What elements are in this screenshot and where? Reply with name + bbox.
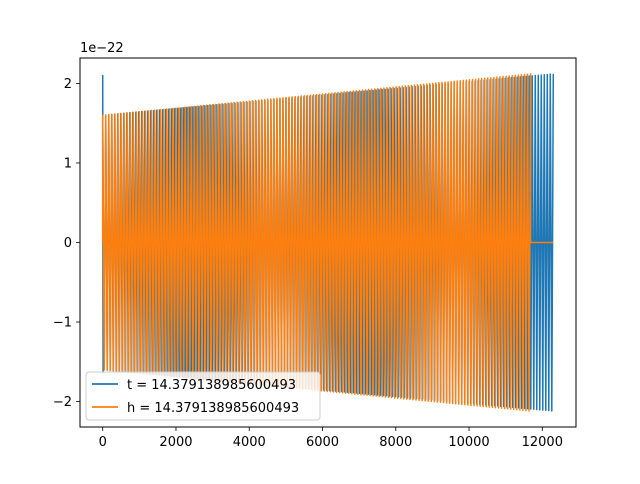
legend-label-h: h = 14.379138985600493 (127, 401, 299, 416)
legend-label-t: t = 14.379138985600493 (127, 378, 296, 393)
x-tick-label: 12000 (522, 435, 563, 450)
x-tick-label: 2000 (159, 435, 192, 450)
y-tick-label: −2 (53, 395, 72, 410)
x-tick-label: 0 (99, 435, 107, 450)
legend: t = 14.379138985600493 h = 14.3791389856… (85, 371, 321, 421)
y-tick-label: 2 (64, 77, 72, 92)
y-tick-label: 1 (64, 156, 72, 171)
y-tick-label: −1 (53, 316, 72, 331)
x-tick-label: 4000 (233, 435, 266, 450)
x-axis-ticks: 0 2000 4000 6000 8000 10000 12000 (99, 427, 563, 450)
y-offset-label: 1e−22 (80, 41, 124, 56)
x-tick-label: 6000 (306, 435, 339, 450)
x-tick-label: 10000 (448, 435, 489, 450)
y-axis-ticks: −2 −1 0 1 2 (53, 77, 80, 410)
legend-box (85, 371, 321, 421)
x-tick-label: 8000 (379, 435, 412, 450)
y-tick-label: 0 (64, 236, 72, 251)
